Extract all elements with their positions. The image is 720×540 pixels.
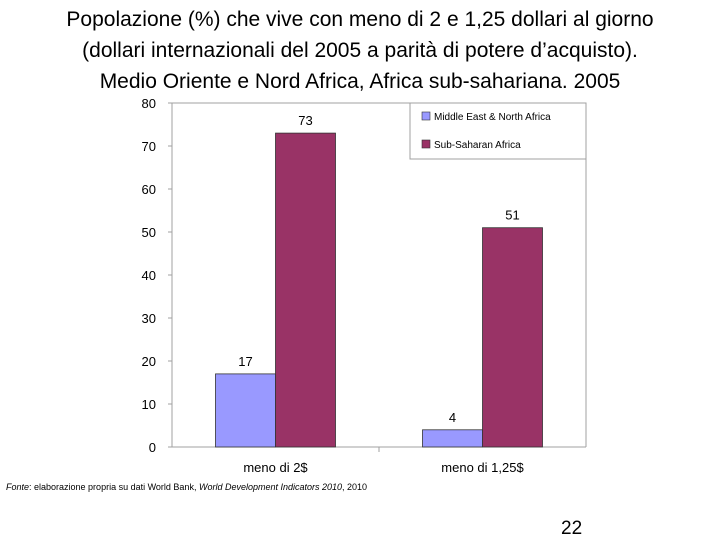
x-category-label: meno di 2$ [243, 460, 308, 475]
data-label: 51 [505, 208, 519, 223]
page-number: 22 [561, 518, 583, 539]
legend-swatch [421, 111, 431, 121]
y-tick-label: 50 [142, 225, 156, 240]
legend-label: Sub-Saharan Africa [434, 140, 521, 151]
title-line-1: Popolazione (%) che vive con meno di 2 e… [66, 8, 654, 31]
bar [422, 429, 483, 448]
bar [215, 373, 276, 448]
source-italic: World Development Indicators 2010 [198, 482, 343, 492]
y-tick-label: 20 [142, 354, 156, 369]
y-tick-label: 60 [142, 182, 156, 197]
y-tick-label: 10 [142, 397, 156, 412]
legend-swatch [421, 139, 431, 149]
y-tick-label: 80 [142, 96, 156, 111]
slide-title: Popolazione (%) che vive con meno di 2 e… [0, 4, 720, 97]
bar [275, 132, 336, 448]
title-line-3: Medio Oriente e Nord Africa, Africa sub-… [99, 70, 621, 93]
y-tick-label: 70 [142, 139, 156, 154]
legend-label: Middle East & North Africa [434, 112, 551, 123]
legend-box [409, 102, 587, 160]
data-label: 4 [449, 410, 456, 425]
source-prefix: Fonte [6, 482, 30, 492]
source-suffix: , 2010 [342, 482, 368, 492]
source-note: Fonte: elaborazione propria su dati Worl… [6, 482, 367, 492]
data-label: 17 [238, 354, 252, 369]
y-tick-label: 0 [149, 440, 156, 455]
x-category-label: meno di 1,25$ [441, 460, 524, 475]
bar [482, 227, 543, 448]
data-label: 73 [298, 113, 312, 128]
source-middle: : elaborazione propria su dati World Ban… [29, 482, 199, 492]
y-tick-label: 30 [142, 311, 156, 326]
y-tick-label: 40 [142, 268, 156, 283]
title-line-2: (dollari internazionali del 2005 a parit… [82, 39, 638, 62]
